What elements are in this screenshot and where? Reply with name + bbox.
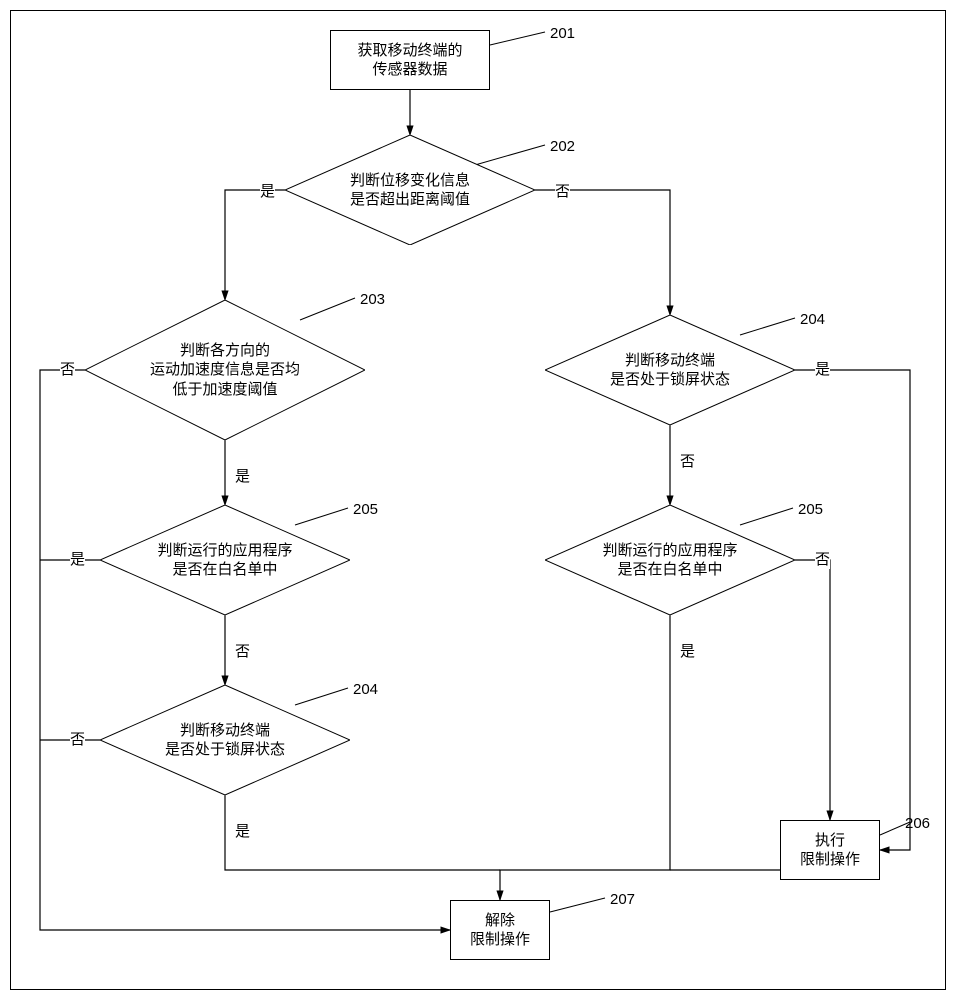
process-n206: 执行限制操作 [780, 820, 880, 880]
decision-text-n204a: 判断移动终端是否处于锁屏状态 [545, 315, 795, 425]
ref-n207: 207 [610, 891, 635, 908]
edge-label: 否 [235, 640, 250, 661]
edge-label: 否 [555, 180, 570, 201]
decision-text-n203: 判断各方向的运动加速度信息是否均低于加速度阈值 [85, 300, 365, 440]
edge-label: 是 [680, 640, 695, 661]
ref-n201: 201 [550, 25, 575, 42]
edge-label: 否 [680, 450, 695, 471]
decision-text-n205r: 判断运行的应用程序是否在白名单中 [545, 505, 795, 615]
ref-n206: 206 [905, 815, 930, 832]
edge-label: 是 [70, 548, 85, 569]
ref-n204b: 204 [353, 681, 378, 698]
decision-n204b: 判断移动终端是否处于锁屏状态 [100, 685, 350, 795]
edge-label: 否 [815, 548, 830, 569]
edge-label: 是 [235, 820, 250, 841]
decision-n204a: 判断移动终端是否处于锁屏状态 [545, 315, 795, 425]
flowchart-canvas: 获取移动终端的传感器数据判断位移变化信息是否超出距离阈值判断各方向的运动加速度信… [0, 0, 956, 1000]
process-n207: 解除限制操作 [450, 900, 550, 960]
decision-text-n205l: 判断运行的应用程序是否在白名单中 [100, 505, 350, 615]
edge-label: 是 [815, 358, 830, 379]
ref-n204a: 204 [800, 311, 825, 328]
decision-n203: 判断各方向的运动加速度信息是否均低于加速度阈值 [85, 300, 365, 440]
edge-label: 是 [260, 180, 275, 201]
edge-label: 否 [60, 358, 75, 379]
decision-n202: 判断位移变化信息是否超出距离阈值 [285, 135, 535, 245]
decision-text-n204b: 判断移动终端是否处于锁屏状态 [100, 685, 350, 795]
edge-label: 否 [70, 728, 85, 749]
process-n201: 获取移动终端的传感器数据 [330, 30, 490, 90]
decision-n205r: 判断运行的应用程序是否在白名单中 [545, 505, 795, 615]
ref-n205l: 205 [353, 501, 378, 518]
ref-n202: 202 [550, 138, 575, 155]
decision-n205l: 判断运行的应用程序是否在白名单中 [100, 505, 350, 615]
ref-n205r: 205 [798, 501, 823, 518]
edge-label: 是 [235, 465, 250, 486]
decision-text-n202: 判断位移变化信息是否超出距离阈值 [285, 135, 535, 245]
